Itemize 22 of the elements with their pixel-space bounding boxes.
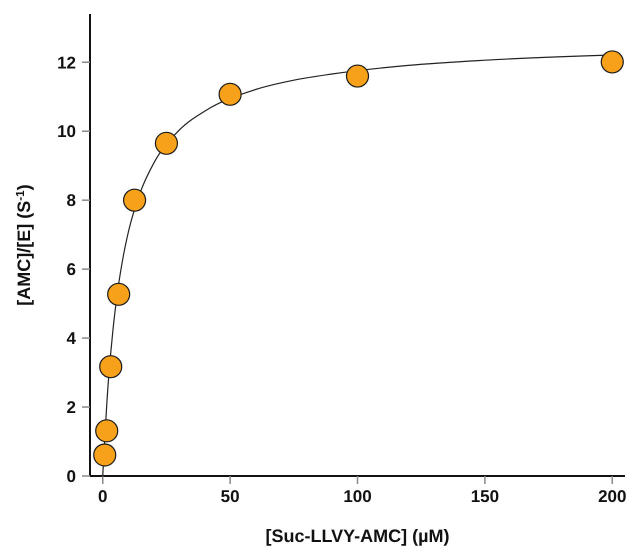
y-tick-label: 8	[66, 191, 76, 210]
y-tick-label: 12	[57, 53, 76, 72]
point	[107, 282, 130, 306]
point	[600, 50, 624, 74]
x-tick-label: 200	[598, 487, 626, 506]
y-tick-label: 4	[66, 329, 77, 348]
x-tick-label: 50	[220, 487, 240, 506]
x-tick-label: 150	[470, 487, 500, 506]
point	[154, 132, 178, 155]
y-tick-label: 6	[66, 260, 76, 280]
x-tick-label: 0	[98, 487, 108, 506]
point	[93, 443, 116, 467]
x-tick-label: 100	[343, 487, 372, 506]
y-tick-label: 2	[66, 398, 76, 418]
point	[95, 419, 118, 442]
y-tick-label: 0	[66, 467, 76, 486]
point	[122, 188, 146, 212]
point	[99, 355, 122, 378]
x-axis-title: [Suc-LLVY-AMC] (µM)	[265, 526, 450, 546]
y-tick-label: 10	[57, 122, 76, 142]
point	[218, 82, 242, 106]
point	[346, 64, 370, 88]
